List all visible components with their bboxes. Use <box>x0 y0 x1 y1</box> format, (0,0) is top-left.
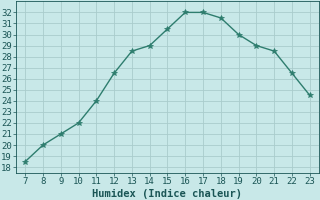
X-axis label: Humidex (Indice chaleur): Humidex (Indice chaleur) <box>92 189 243 199</box>
